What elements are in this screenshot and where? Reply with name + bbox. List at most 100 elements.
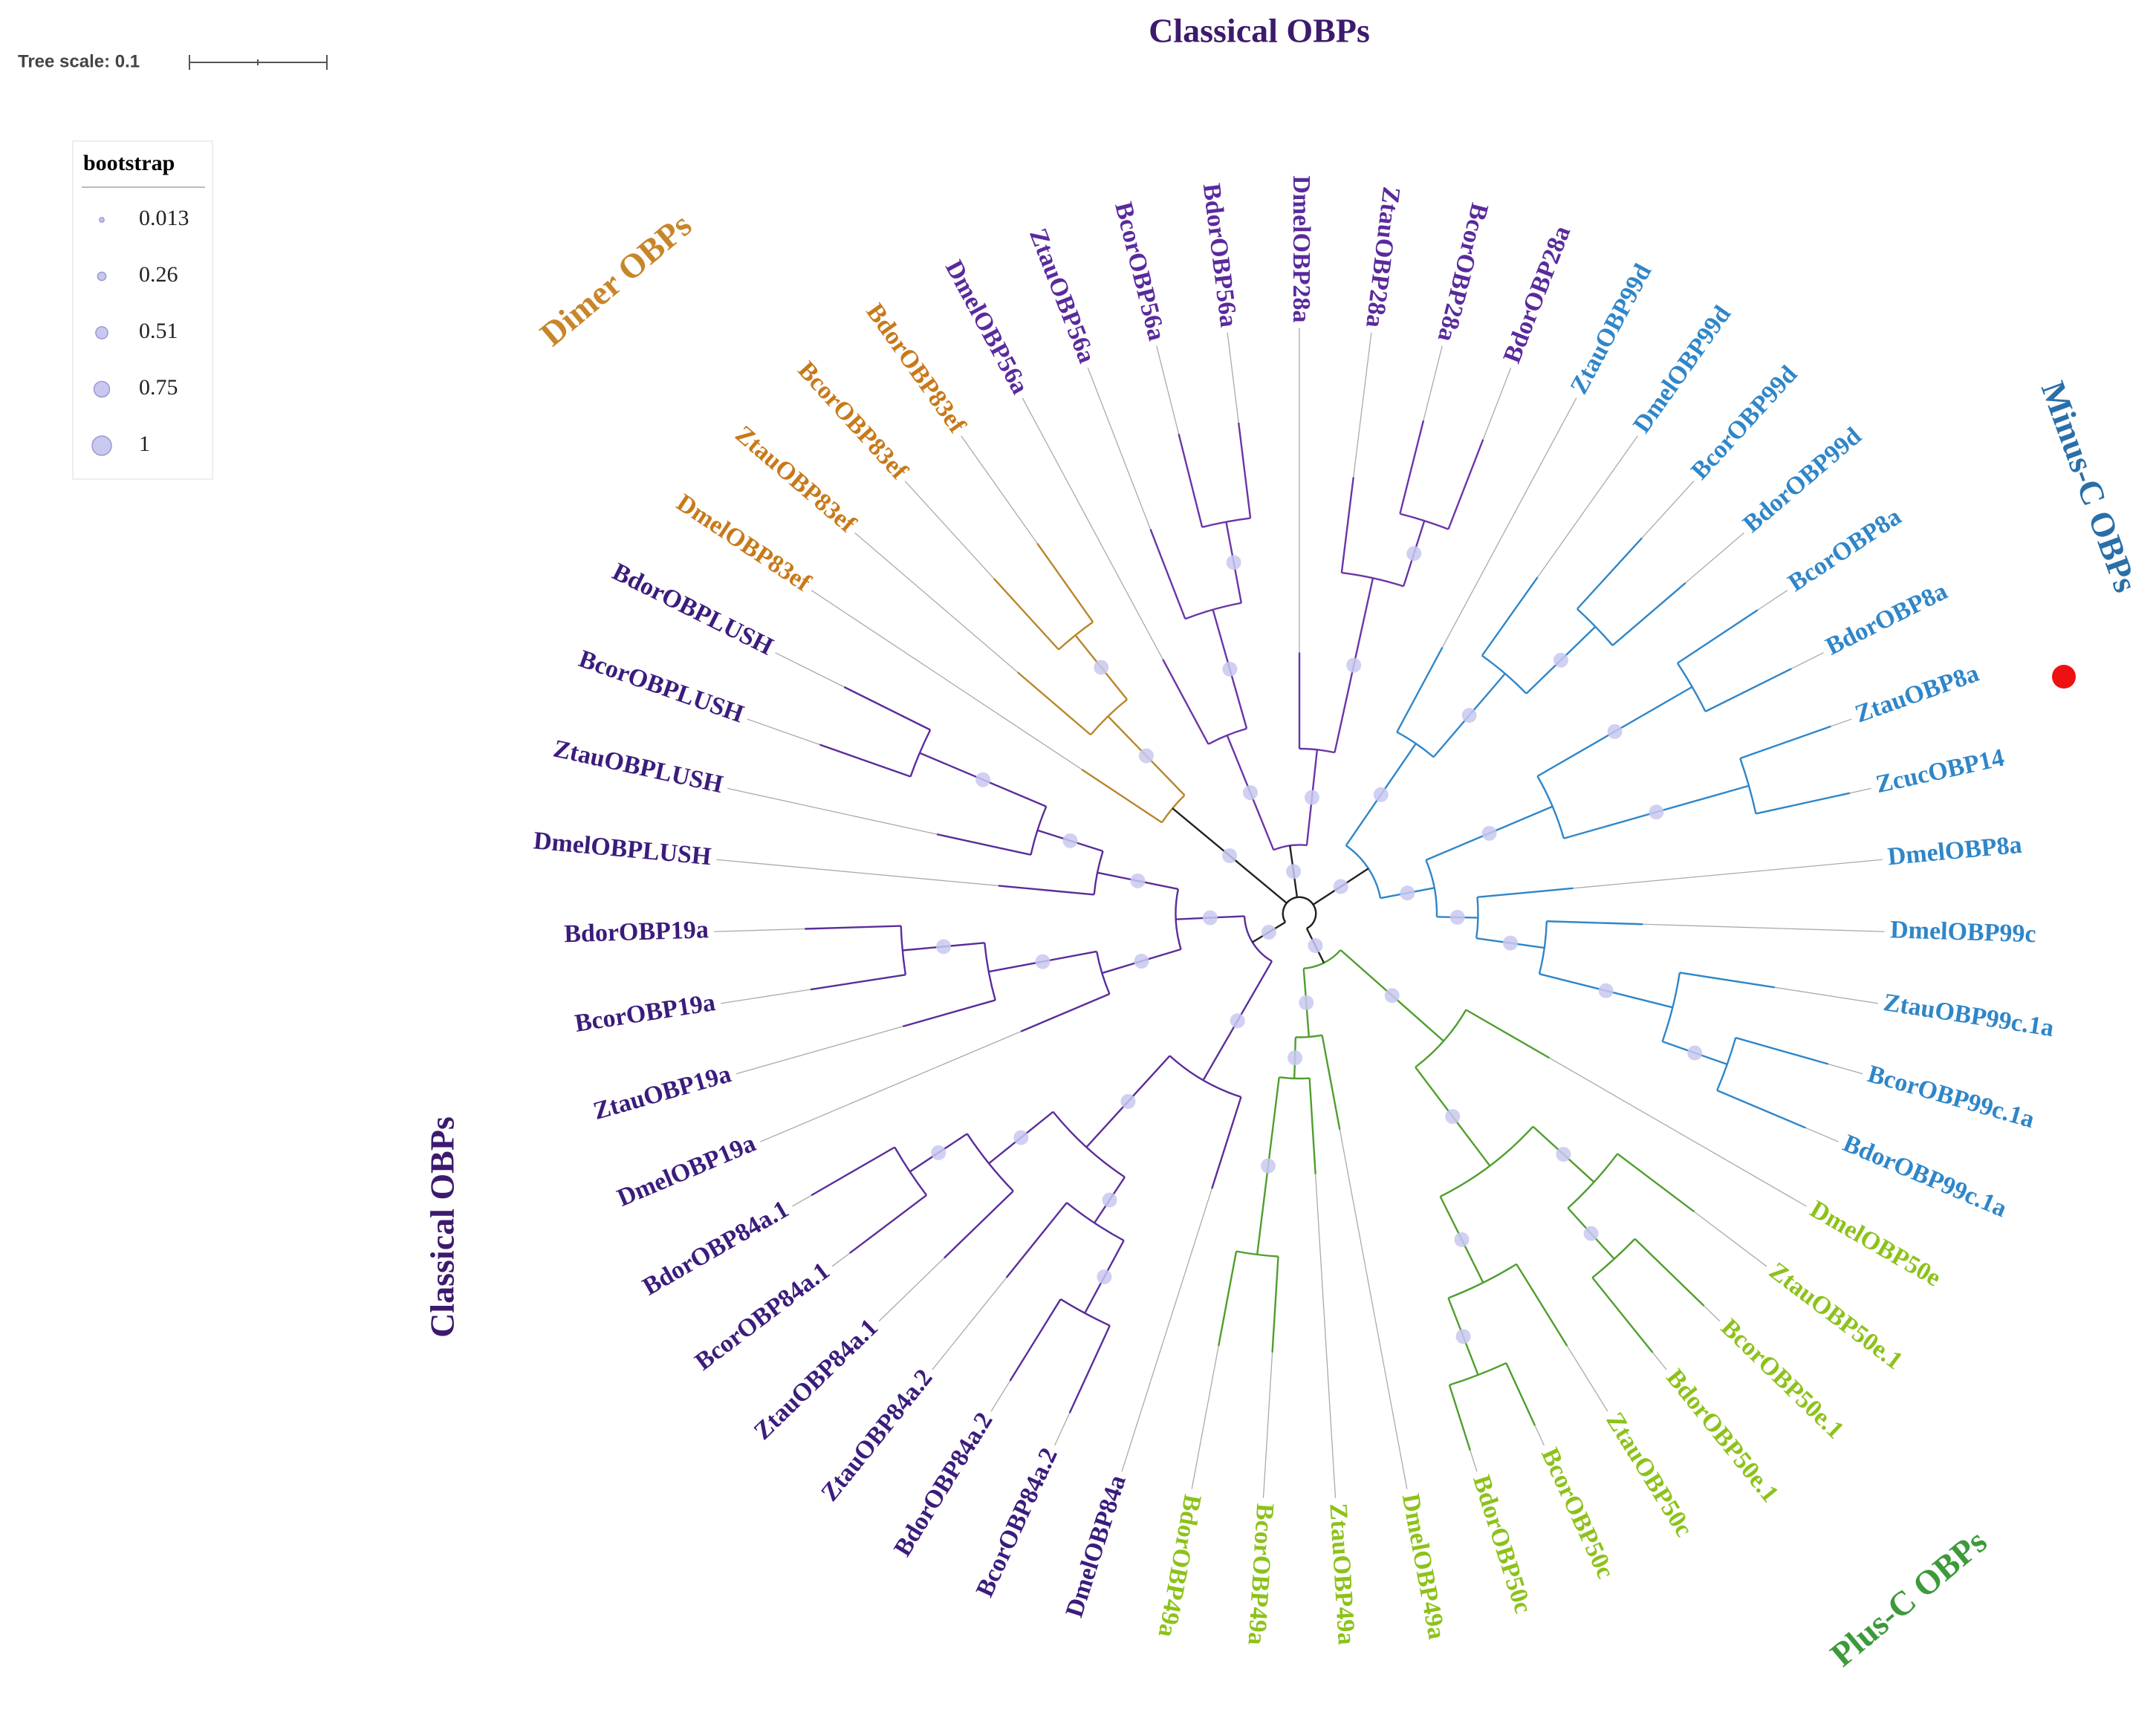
legend-dot	[99, 217, 105, 223]
node-dot	[1138, 748, 1154, 764]
leaf-connector	[792, 1194, 812, 1207]
leaf-label: BdorOBP83ef	[861, 299, 971, 438]
node-dot	[1406, 546, 1422, 562]
node-dot	[1035, 954, 1051, 969]
node-dot	[1013, 1130, 1029, 1145]
leaf-connector	[716, 859, 999, 887]
leaf-label: BcorOBP56a	[1109, 199, 1170, 343]
branch	[1162, 659, 1209, 745]
node-dot	[1120, 1093, 1136, 1109]
branch	[936, 833, 1031, 856]
leaf-label: BdorOBP50c	[1467, 1472, 1537, 1617]
leaf-label: BdorOBP19a	[564, 916, 710, 948]
leaf-label: ZtauOBP99c.1a	[1882, 989, 2056, 1042]
leaf-connector	[1087, 367, 1152, 530]
branch	[998, 885, 1094, 896]
leaf-connector	[736, 1026, 903, 1075]
branch	[1399, 420, 1425, 515]
branch	[1634, 1238, 1705, 1307]
node-dot	[936, 939, 952, 954]
branch	[1516, 1263, 1568, 1347]
leaf-label: BcorOBPLUSH	[575, 645, 747, 728]
node-dot	[1503, 935, 1519, 951]
branch	[1211, 1096, 1242, 1189]
leaf-connector	[727, 787, 938, 835]
leaf-connector	[1339, 1129, 1408, 1489]
leaf-label: ZtauOBP56a	[1024, 225, 1100, 367]
node-dot	[1384, 988, 1400, 1004]
branch	[1704, 668, 1792, 712]
node-dot	[1242, 785, 1258, 801]
legend-dot	[93, 380, 111, 398]
branch	[1237, 422, 1252, 518]
branch	[944, 1190, 1014, 1259]
branch	[1016, 671, 1091, 736]
branch	[1149, 529, 1186, 619]
branch-arc	[1415, 1009, 1467, 1068]
branch	[1611, 582, 1686, 646]
branch	[1308, 1078, 1316, 1174]
branch-arc	[1303, 949, 1342, 969]
leaf-label: ZtauOBP28a	[1360, 185, 1405, 329]
leaf-connector	[1534, 1425, 1545, 1446]
node-dots	[931, 546, 1703, 1344]
leaf-label: BcorOBP8a	[1783, 503, 1906, 597]
branch	[1679, 972, 1776, 989]
branch	[1271, 1256, 1279, 1353]
branch-arc	[1059, 1298, 1111, 1327]
leaf-connector	[1121, 1188, 1212, 1472]
branch-arc	[1058, 621, 1094, 651]
leaf-connector	[854, 532, 1019, 673]
node-dot	[1102, 1192, 1117, 1208]
leaf-connector	[1054, 1412, 1071, 1446]
node-dot	[1373, 787, 1389, 802]
leaf-label: DmelOBP84a	[1061, 1472, 1131, 1621]
branch	[1481, 576, 1539, 657]
leaf-connector	[1774, 986, 1878, 1004]
branch	[1447, 439, 1484, 530]
branch	[1677, 609, 1759, 664]
node-dot	[1598, 983, 1614, 998]
leaf-label: BdorOBP84a.1	[638, 1195, 793, 1301]
leaf-connector	[932, 1277, 1007, 1370]
branch	[1178, 433, 1204, 527]
node-dot	[1556, 1147, 1571, 1162]
branch	[1739, 725, 1831, 760]
node-dot	[1202, 910, 1218, 926]
leaf-label: BdorOBPLUSH	[608, 558, 777, 660]
leaf-label: DmelOBP56a	[940, 256, 1033, 398]
branch	[1005, 1202, 1068, 1278]
leaf-label: DmelOBP19a	[614, 1130, 760, 1212]
group-label: Classical OBPs	[423, 1116, 461, 1338]
leaf-connector	[1227, 332, 1239, 423]
branch	[1218, 1251, 1238, 1347]
leaf-label: BcorOBP28a	[1432, 201, 1493, 345]
leaf-connector	[1643, 923, 1885, 932]
branch	[1396, 646, 1444, 733]
node-dot	[1222, 848, 1238, 863]
branch	[811, 1146, 895, 1197]
branch	[805, 925, 901, 930]
leaf-connector	[1566, 1345, 1608, 1412]
leaf-label: DmelOBPLUSH	[533, 827, 712, 871]
branch-arc	[1236, 1250, 1279, 1258]
branch	[1321, 1035, 1341, 1131]
leaf-connector	[904, 481, 995, 579]
leaf-label: DmelOBP50e	[1805, 1195, 1946, 1292]
node-dot	[931, 1145, 947, 1160]
branch-arc	[1201, 517, 1251, 528]
node-dot	[1134, 954, 1149, 969]
node-dot	[1288, 1050, 1303, 1066]
leaf-label: ZtauOBPLUSH	[551, 735, 726, 798]
branch	[1036, 543, 1094, 623]
branch	[843, 686, 931, 731]
node-dot	[1261, 925, 1276, 940]
branch	[1591, 1277, 1654, 1353]
leaf-connector	[961, 435, 1038, 544]
branch	[1617, 1153, 1695, 1213]
leaf-connector	[1828, 1063, 1863, 1075]
branch-arc	[1279, 1076, 1310, 1080]
leaf-connector	[1849, 787, 1871, 794]
leaf-connector	[1537, 435, 1638, 578]
